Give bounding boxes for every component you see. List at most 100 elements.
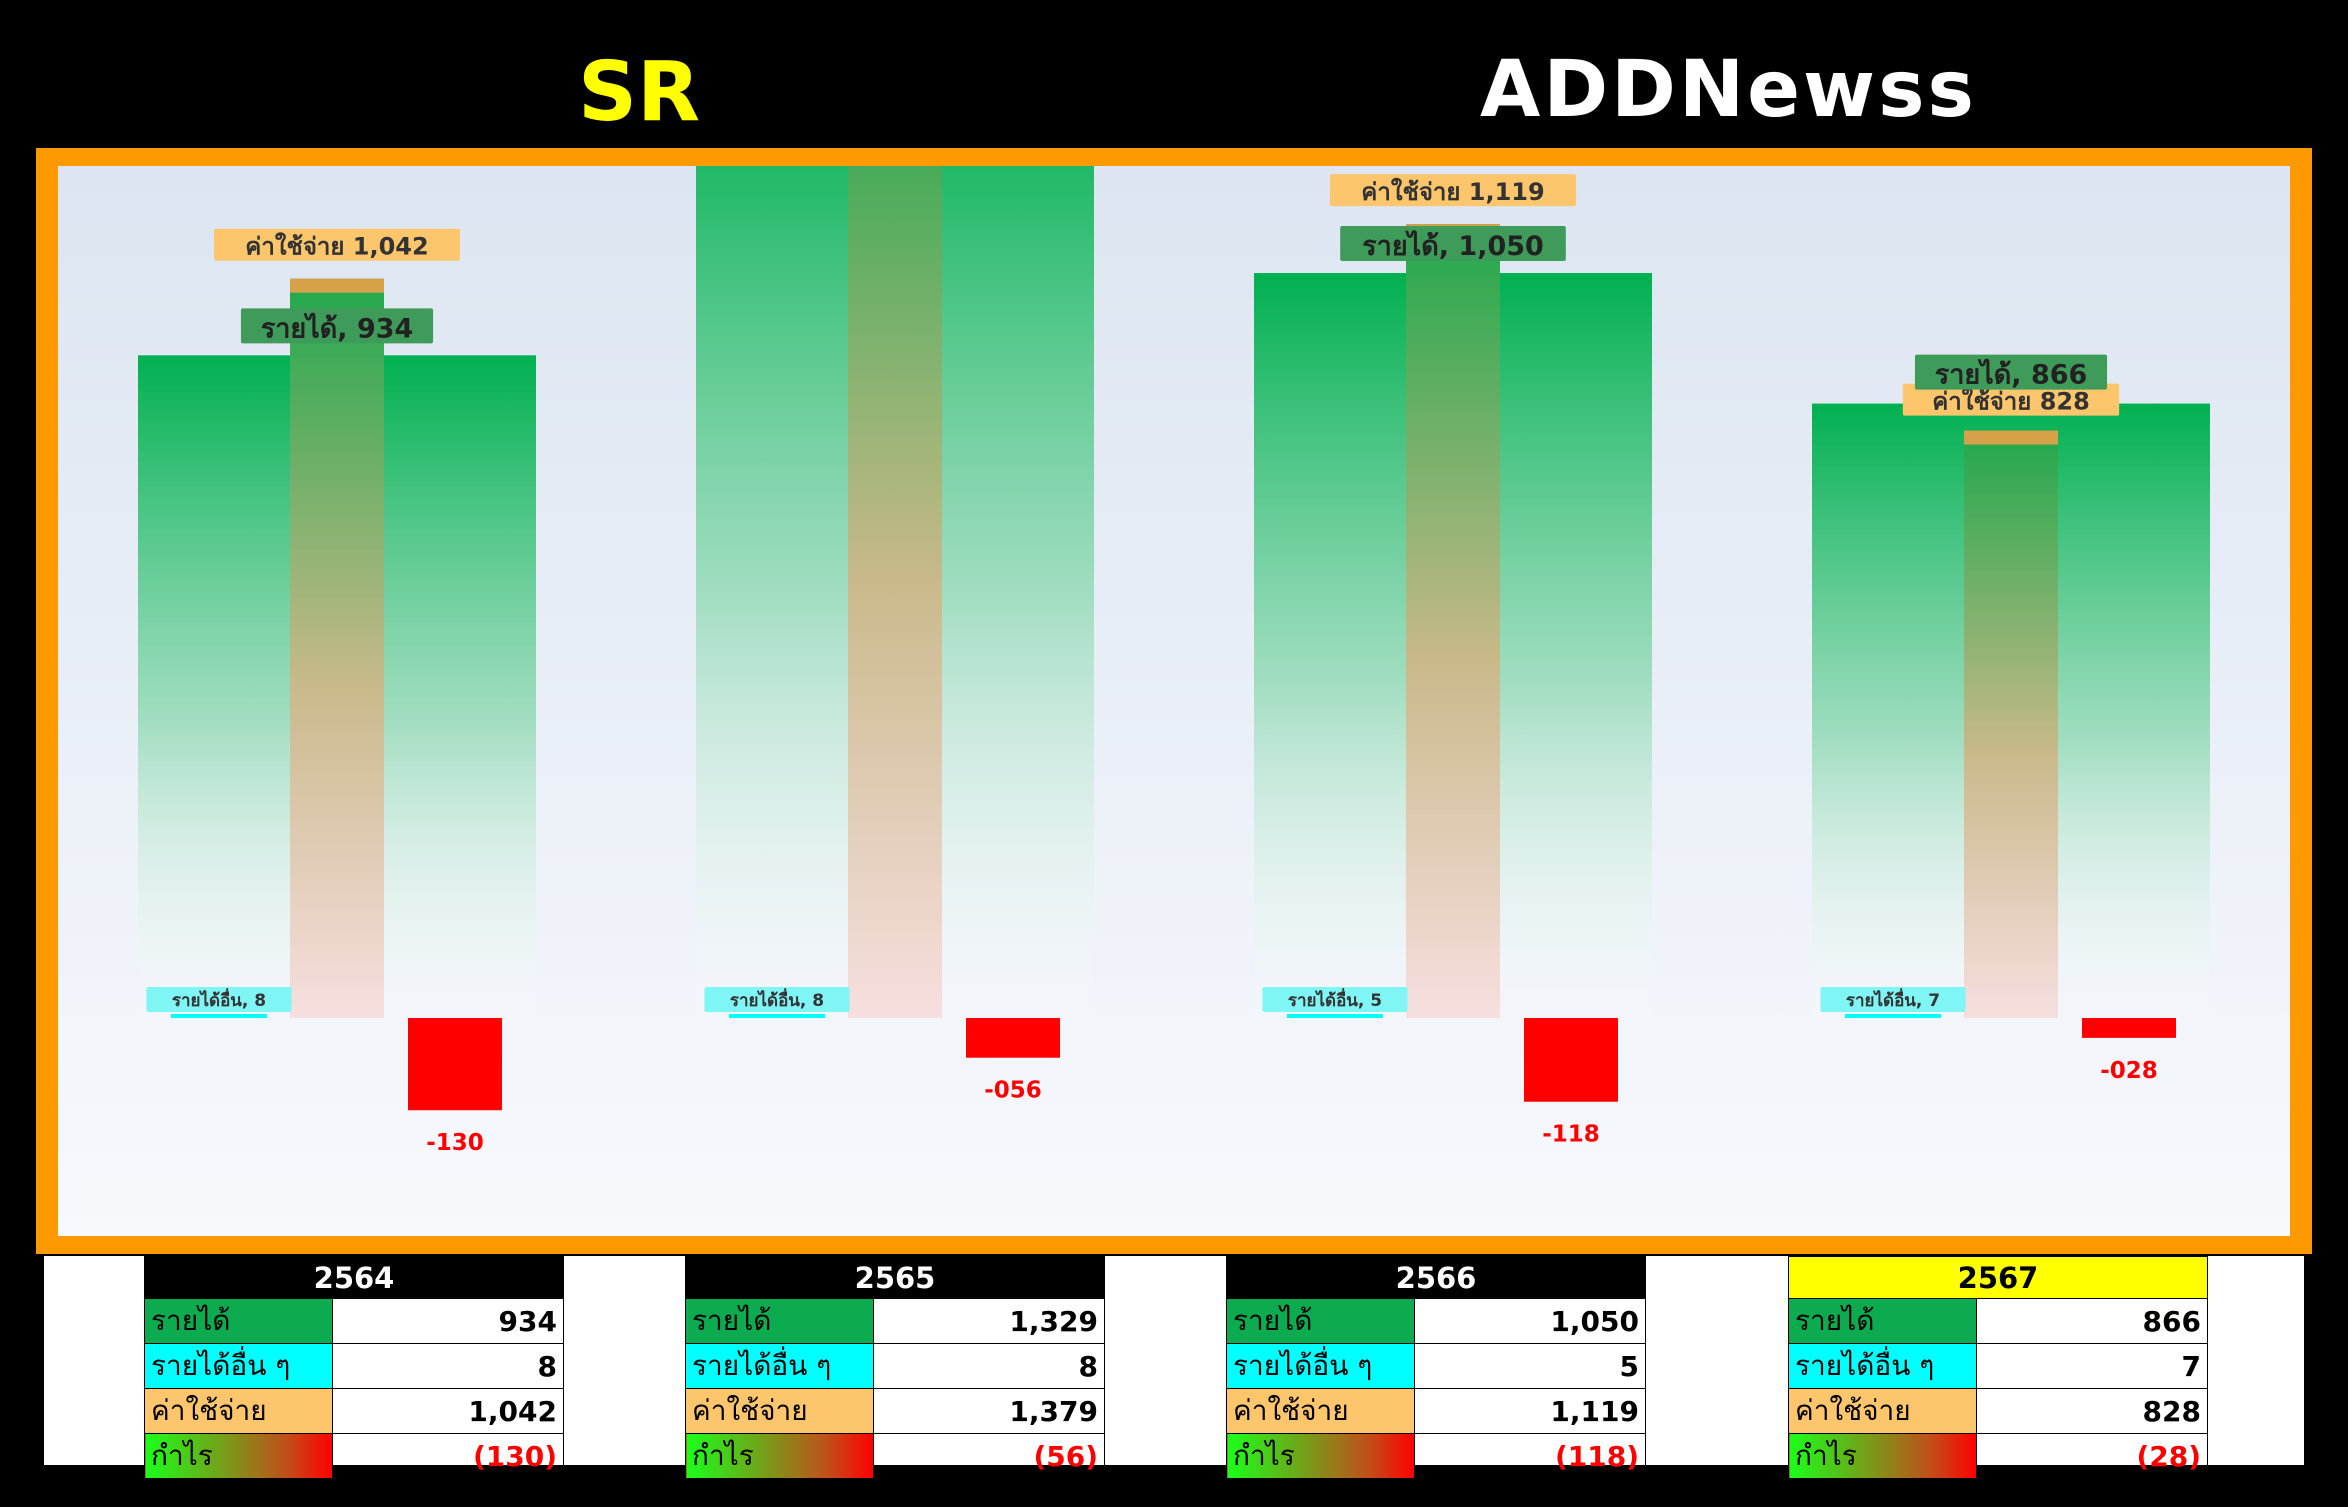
chart-frame: ค่าใช้จ่าย 1,042 รายได้, 934 รายได้อื่น, 8… bbox=[36, 148, 2312, 1254]
revenue-label-2567-bg bbox=[1914, 354, 2108, 390]
revenue-label-2567: รายได้, 866 bbox=[1935, 359, 2088, 391]
summary-table-2567: 2567 รายได้ 866 รายได้อื่น ๆ 7 ค่าใช้จ่าย 828 ก… bbox=[1788, 1256, 2208, 1479]
ticker-title: SR bbox=[578, 45, 701, 140]
row-value: 1,050 bbox=[1414, 1298, 1646, 1344]
row-value: 1,329 bbox=[873, 1298, 1105, 1344]
row-value: 934 bbox=[332, 1298, 564, 1344]
expense-bar-2567 bbox=[1964, 430, 2058, 1018]
row-label: รายได้อื่น ๆ bbox=[685, 1343, 874, 1389]
table-row: รายได้ 1,050 bbox=[1226, 1298, 1646, 1344]
expense-bar-2565 bbox=[848, 166, 942, 1019]
other-income-label-2564-bg bbox=[146, 987, 292, 1012]
other-income-bar-2565 bbox=[729, 1014, 825, 1018]
profit-bar-2565 bbox=[966, 1018, 1060, 1058]
table-row: กำไร (118) bbox=[1226, 1433, 1646, 1479]
expense-bar-top-2564 bbox=[290, 278, 384, 293]
other-income-bar-2567 bbox=[1845, 1014, 1941, 1018]
expense-label-2564-bg bbox=[213, 228, 461, 261]
row-value: 8 bbox=[873, 1343, 1105, 1389]
row-label: รายได้อื่น ๆ bbox=[144, 1343, 333, 1389]
other-income-label-2565: รายได้อื่น, 8 bbox=[730, 988, 824, 1011]
row-value: 1,042 bbox=[332, 1388, 564, 1434]
row-value: 1,119 bbox=[1414, 1388, 1646, 1434]
row-label: รายได้ bbox=[1788, 1298, 1977, 1344]
row-label: ค่าใช้จ่าย bbox=[1226, 1388, 1415, 1434]
expense-bar-top-2567 bbox=[1964, 430, 2058, 445]
table-row: รายได้ 866 bbox=[1788, 1298, 2208, 1344]
row-label: รายได้ bbox=[1226, 1298, 1415, 1344]
expense-label-2566: ค่าใช้จ่าย 1,119 bbox=[1361, 177, 1544, 206]
table-row: ค่าใช้จ่าย 1,042 bbox=[144, 1388, 564, 1434]
profit-bar-2564 bbox=[408, 1018, 502, 1111]
revenue-label-2566-bg bbox=[1340, 226, 1566, 262]
row-value: 866 bbox=[1976, 1298, 2208, 1344]
row-value: (56) bbox=[873, 1433, 1105, 1479]
other-income-label-2566: รายได้อื่น, 5 bbox=[1288, 988, 1382, 1011]
row-label: รายได้อื่น ๆ bbox=[1226, 1343, 1415, 1389]
other-income-label-2564: รายได้อื่น, 8 bbox=[172, 988, 266, 1011]
revenue-label-2564: รายได้, 934 bbox=[261, 312, 414, 344]
addnewss-logo: ADDNewss bbox=[1480, 40, 2060, 140]
table-row: ค่าใช้จ่าย 1,379 bbox=[685, 1388, 1105, 1434]
row-value: (130) bbox=[332, 1433, 564, 1479]
other-income-label-2566-bg bbox=[1262, 987, 1408, 1012]
expense-bar-2566 bbox=[1406, 224, 1500, 1018]
summary-table-2566: 2566 รายได้ 1,050 รายได้อื่น ๆ 5 ค่าใช้จ่าย 1,… bbox=[1226, 1256, 1646, 1479]
summary-tables: 2564 รายได้ 934 รายได้อื่น ๆ 8 ค่าใช้จ่าย 1,04… bbox=[44, 1256, 2304, 1479]
summary-table-2564: 2564 รายได้ 934 รายได้อื่น ๆ 8 ค่าใช้จ่าย 1,04… bbox=[144, 1256, 564, 1479]
expense-bar-2564 bbox=[290, 278, 384, 1018]
revenue-label-2566: รายได้, 1,050 bbox=[1362, 230, 1544, 262]
summary-table-2565: 2565 รายได้ 1,329 รายได้อื่น ๆ 8 ค่าใช้จ่าย 1,… bbox=[685, 1256, 1105, 1479]
table-year-header: 2564 bbox=[144, 1256, 564, 1299]
expense-label-2566-bg bbox=[1329, 174, 1577, 207]
revenue-label-2564-bg bbox=[240, 308, 434, 344]
row-label: ค่าใช้จ่าย bbox=[1788, 1388, 1977, 1434]
row-label: รายได้อื่น ๆ bbox=[1788, 1343, 1977, 1389]
profit-label-2566: -118 bbox=[1542, 1122, 1600, 1148]
profit-label-2567: -028 bbox=[2100, 1058, 2158, 1084]
expense-label-2564: ค่าใช้จ่าย 1,042 bbox=[245, 232, 428, 261]
table-row: กำไร (28) bbox=[1788, 1433, 2208, 1479]
row-label: กำไร bbox=[144, 1433, 333, 1479]
row-label: กำไร bbox=[1788, 1433, 1977, 1479]
profit-label-2565: -056 bbox=[984, 1078, 1042, 1104]
profit-bar-2566 bbox=[1524, 1018, 1618, 1102]
table-row: รายได้ 1,329 bbox=[685, 1298, 1105, 1344]
table-year-header: 2565 bbox=[685, 1256, 1105, 1299]
table-year-header: 2567 bbox=[1788, 1256, 2208, 1299]
row-label: กำไร bbox=[685, 1433, 874, 1479]
row-value: 5 bbox=[1414, 1343, 1646, 1389]
other-income-label-2567: รายได้อื่น, 7 bbox=[1846, 988, 1940, 1011]
expense-label-2567: ค่าใช้จ่าย 828 bbox=[1932, 387, 2090, 416]
table-row: ค่าใช้จ่าย 1,119 bbox=[1226, 1388, 1646, 1434]
financial-bar-chart: ค่าใช้จ่าย 1,042 รายได้, 934 รายได้อื่น, 8… bbox=[138, 166, 2210, 1156]
row-label: กำไร bbox=[1226, 1433, 1415, 1479]
row-label: รายได้ bbox=[685, 1298, 874, 1344]
row-value: 8 bbox=[332, 1343, 564, 1389]
expense-label-2567-bg bbox=[1902, 383, 2120, 416]
table-row: กำไร (130) bbox=[144, 1433, 564, 1479]
table-row: กำไร (56) bbox=[685, 1433, 1105, 1479]
other-income-bar-2566 bbox=[1287, 1014, 1383, 1018]
row-value: 1,379 bbox=[873, 1388, 1105, 1434]
table-row: ค่าใช้จ่าย 828 bbox=[1788, 1388, 2208, 1434]
row-label: รายได้ bbox=[144, 1298, 333, 1344]
profit-label-2564: -130 bbox=[426, 1130, 484, 1156]
logo-text: ADDNewss bbox=[1480, 45, 1977, 135]
row-label: ค่าใช้จ่าย bbox=[144, 1388, 333, 1434]
row-value: 828 bbox=[1976, 1388, 2208, 1434]
row-label: ค่าใช้จ่าย bbox=[685, 1388, 874, 1434]
profit-bar-2567 bbox=[2082, 1018, 2176, 1038]
table-year-header: 2566 bbox=[1226, 1256, 1646, 1299]
plot-area: ค่าใช้จ่าย 1,042 รายได้, 934 รายได้อื่น, 8… bbox=[58, 166, 2290, 1236]
row-value: (28) bbox=[1976, 1433, 2208, 1479]
row-value: 7 bbox=[1976, 1343, 2208, 1389]
other-income-bar-2564 bbox=[171, 1014, 267, 1018]
table-row: รายได้ 934 bbox=[144, 1298, 564, 1344]
other-income-label-2565-bg bbox=[704, 987, 850, 1012]
row-value: (118) bbox=[1414, 1433, 1646, 1479]
other-income-label-2567-bg bbox=[1820, 987, 1966, 1012]
